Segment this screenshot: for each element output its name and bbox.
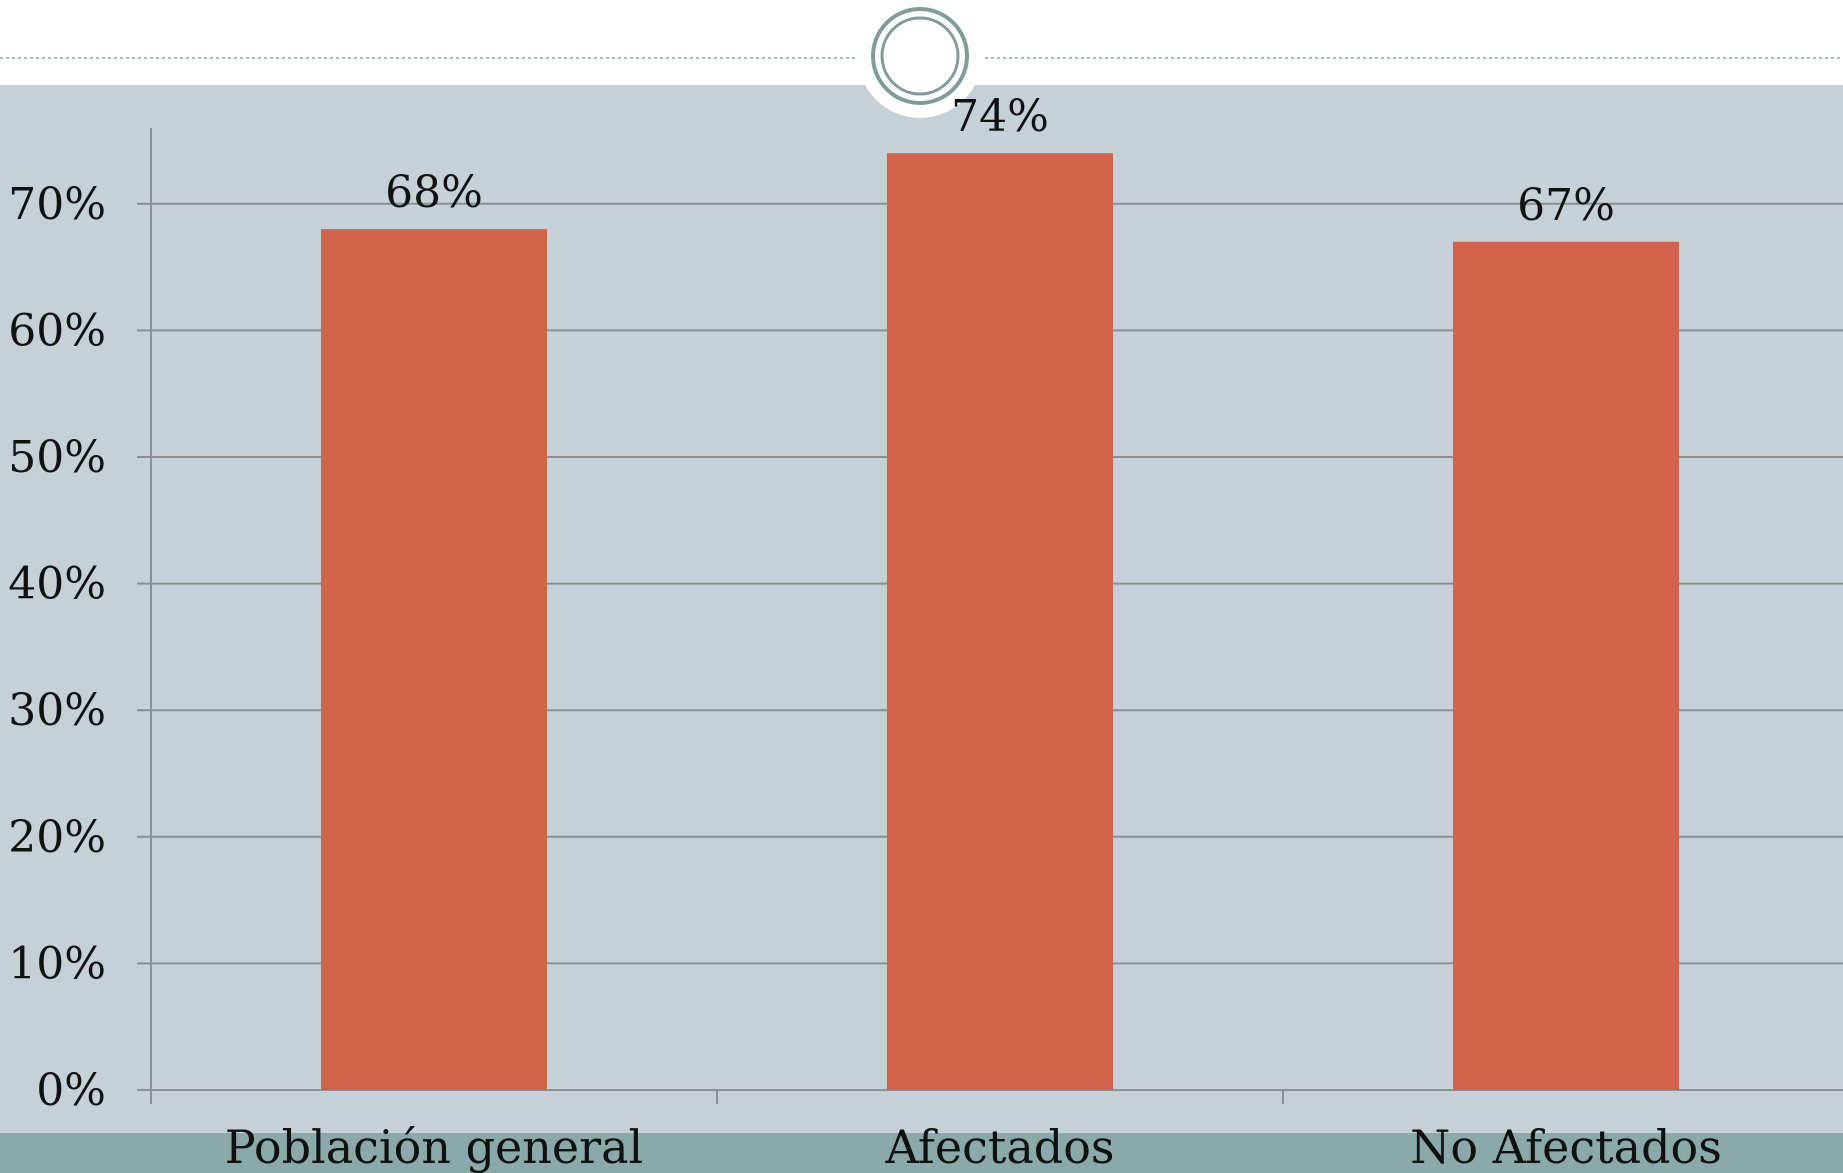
y-axis-tick-labels: 0% 10% 20% 30% 40% 50% 60% 70% [8,179,106,1116]
ornament-halo [858,0,982,118]
data-label: 74% [951,91,1049,142]
category-label: Afectados [884,1120,1114,1173]
y-tick-label: 20% [8,812,106,863]
data-label: 67% [1517,180,1615,231]
category-label: No Afectados [1410,1120,1722,1173]
bar [887,153,1113,1090]
bar [321,229,547,1090]
circle-ornament-icon [858,0,982,118]
category-label: Población general [225,1120,643,1173]
x-axis-category-labels: Población general Afectados No Afectados [225,1120,1722,1173]
y-tick-label: 60% [8,305,106,356]
y-tick-label: 30% [8,685,106,736]
bar [1453,241,1679,1090]
y-tick-label: 50% [8,432,106,483]
bars [321,153,1679,1090]
data-label: 68% [385,167,483,218]
data-labels: 68% 74% 67% [385,91,1615,231]
ornament-outer-ring [871,7,969,105]
y-tick-label: 0% [36,1065,106,1116]
footer-band [0,1133,1843,1173]
y-tick-label: 10% [8,938,106,989]
y-tick-label: 40% [8,559,106,610]
y-tick-label: 70% [8,179,106,230]
ornament-inner-ring [880,16,960,96]
